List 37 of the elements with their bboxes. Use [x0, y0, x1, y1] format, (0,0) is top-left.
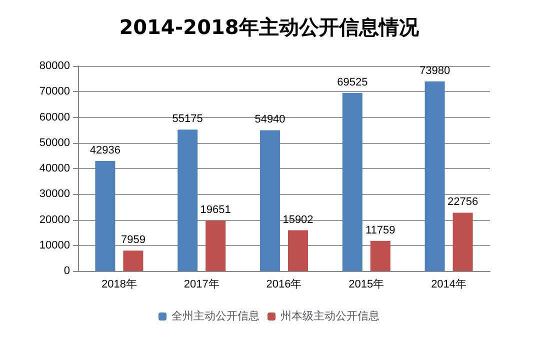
- data-label: 11759: [366, 224, 396, 236]
- y-tick-label: 20000: [39, 214, 70, 226]
- x-tick-label: 2016年: [266, 278, 302, 290]
- x-tick-label: 2015年: [348, 278, 384, 290]
- data-label: 19651: [200, 204, 231, 216]
- bar: [424, 81, 445, 271]
- x-tick-label: 2014年: [431, 278, 467, 290]
- y-tick-label: 50000: [39, 136, 70, 149]
- x-tick-label: 2017年: [184, 278, 220, 290]
- chart-title: 2014-2018年主动公开信息情况: [119, 15, 420, 39]
- data-label: 55175: [172, 113, 203, 126]
- data-label: 69525: [337, 76, 368, 88]
- bar: [95, 160, 116, 271]
- bar: [206, 220, 226, 271]
- x-tick-label: 2018年: [101, 278, 137, 290]
- y-tick-label: 30000: [39, 188, 70, 200]
- y-tick-label: 40000: [39, 162, 70, 174]
- data-label: 15902: [282, 214, 314, 226]
- data-label: 42936: [90, 144, 120, 156]
- y-tick-label: 60000: [39, 111, 70, 124]
- y-tick-label: 10000: [39, 239, 70, 252]
- legend-label: 全州主动公开信息: [172, 310, 260, 322]
- bar: [260, 130, 280, 271]
- bar: [178, 130, 198, 271]
- bar: [342, 92, 362, 271]
- bar: [370, 240, 390, 271]
- bar: [452, 212, 473, 271]
- data-label: 54940: [254, 114, 286, 126]
- data-label: 7959: [120, 234, 146, 246]
- y-tick-label: 0: [64, 265, 70, 277]
- bar: [288, 230, 308, 271]
- y-tick-label: 70000: [39, 86, 70, 98]
- legend-label: 州本级主动公开信息: [280, 310, 380, 322]
- bar: [123, 250, 144, 271]
- data-label: 73980: [420, 64, 450, 77]
- data-label: 22756: [448, 196, 478, 208]
- y-tick-label: 80000: [39, 60, 70, 72]
